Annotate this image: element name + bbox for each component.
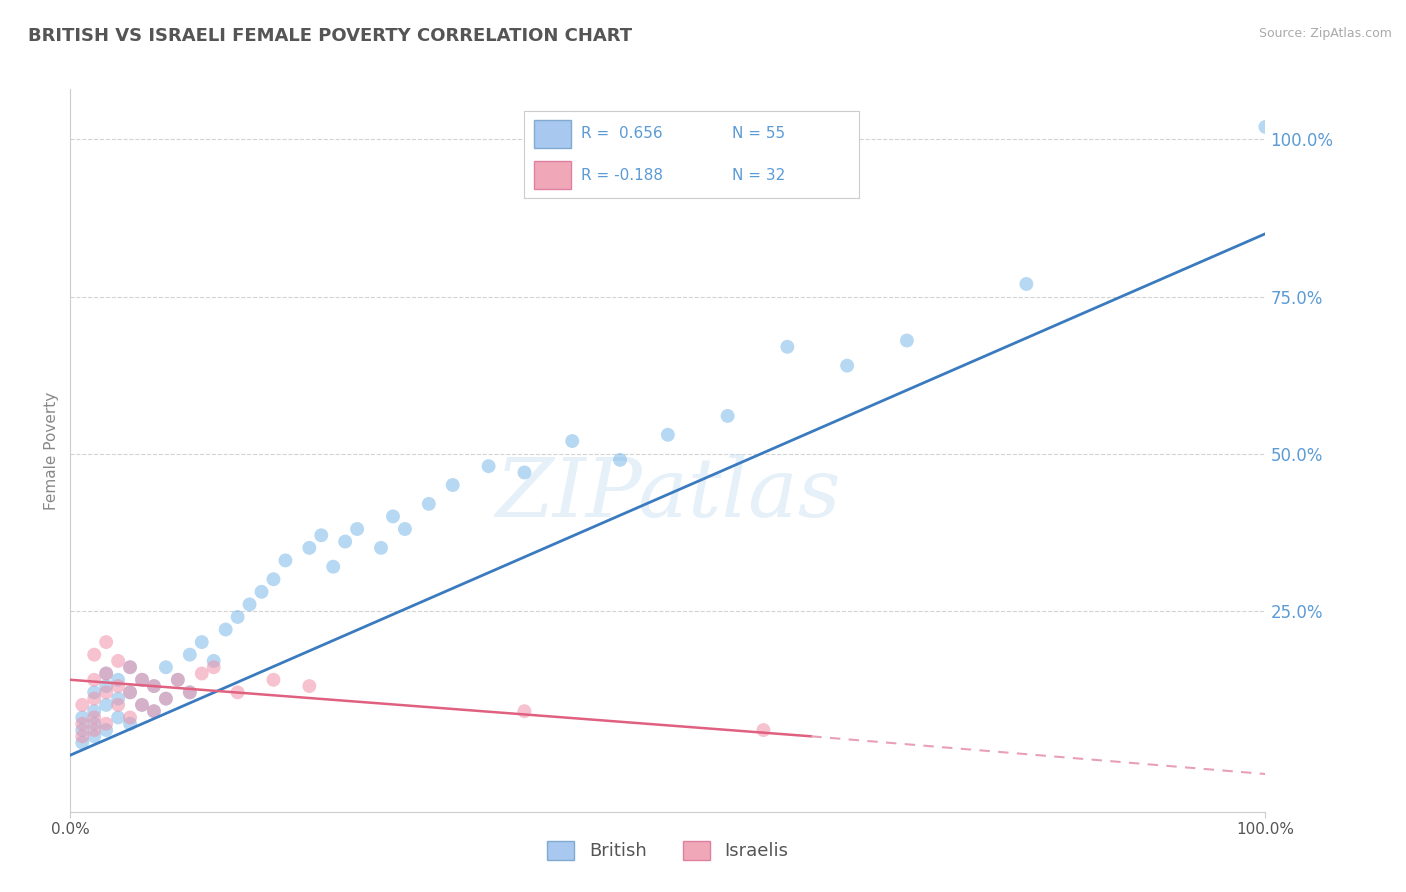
Point (143, 704, 166, 718)
Point (478, 459, 501, 474)
Point (83, 691, 105, 706)
Point (83, 685, 105, 699)
Point (322, 559, 344, 574)
Point (202, 660, 225, 674)
Point (513, 704, 536, 718)
Point (179, 685, 201, 699)
Point (896, 334, 918, 348)
Point (96, 666, 117, 681)
Point (1254, 120, 1277, 134)
Point (250, 584, 273, 599)
Point (179, 648, 201, 662)
Point (776, 340, 799, 354)
Point (155, 691, 177, 706)
Point (837, 359, 859, 373)
Point (382, 509, 405, 524)
Point (131, 698, 153, 712)
Point (155, 691, 177, 706)
Point (298, 541, 321, 555)
Point (239, 598, 262, 612)
Point (274, 553, 297, 567)
Point (70, 698, 93, 712)
Point (370, 541, 392, 555)
Point (107, 679, 129, 693)
Point (657, 427, 679, 442)
Point (96, 698, 117, 712)
Point (107, 673, 129, 687)
Point (107, 698, 129, 712)
Point (298, 679, 321, 693)
Point (96, 723, 117, 737)
Point (1015, 277, 1038, 291)
Point (441, 478, 464, 492)
Point (513, 466, 536, 480)
Point (214, 623, 236, 637)
Point (143, 704, 166, 718)
Point (335, 534, 357, 549)
Text: Source: ZipAtlas.com: Source: ZipAtlas.com (1258, 27, 1392, 40)
Point (83, 648, 105, 662)
Point (202, 654, 225, 668)
Point (107, 654, 129, 668)
Point (83, 673, 105, 687)
Point (752, 723, 775, 737)
Point (120, 660, 141, 674)
Point (131, 673, 153, 687)
Point (346, 522, 368, 536)
Point (70, 716, 93, 731)
Point (717, 409, 740, 423)
Point (120, 710, 141, 724)
Point (120, 716, 141, 731)
Point (309, 528, 333, 542)
Text: ZIPatlas: ZIPatlas (495, 454, 841, 533)
Point (191, 666, 214, 681)
Point (83, 704, 105, 718)
Point (191, 635, 214, 649)
Point (107, 710, 129, 724)
Point (226, 685, 249, 699)
Point (609, 453, 631, 467)
Point (131, 673, 153, 687)
Legend: British, Israelis: British, Israelis (540, 834, 796, 868)
Point (70, 729, 93, 743)
Point (131, 698, 153, 712)
Point (418, 497, 440, 511)
Point (96, 635, 117, 649)
Point (96, 679, 117, 693)
Point (70, 723, 93, 737)
Point (179, 685, 201, 699)
Point (226, 610, 249, 624)
Point (120, 685, 141, 699)
Point (394, 522, 416, 536)
Point (143, 679, 166, 693)
Point (143, 679, 166, 693)
Point (83, 723, 105, 737)
Point (166, 673, 188, 687)
Point (107, 691, 129, 706)
Point (263, 673, 285, 687)
Point (96, 685, 117, 699)
Y-axis label: Female Poverty: Female Poverty (44, 392, 59, 509)
Point (120, 660, 141, 674)
Point (83, 729, 105, 743)
Point (70, 736, 93, 750)
Point (561, 434, 583, 448)
Point (83, 716, 105, 731)
Point (166, 673, 188, 687)
Point (120, 685, 141, 699)
Point (83, 710, 105, 724)
Point (96, 716, 117, 731)
Point (263, 572, 285, 586)
Text: BRITISH VS ISRAELI FEMALE POVERTY CORRELATION CHART: BRITISH VS ISRAELI FEMALE POVERTY CORREL… (28, 27, 633, 45)
Point (70, 710, 93, 724)
Point (155, 660, 177, 674)
Point (96, 666, 117, 681)
